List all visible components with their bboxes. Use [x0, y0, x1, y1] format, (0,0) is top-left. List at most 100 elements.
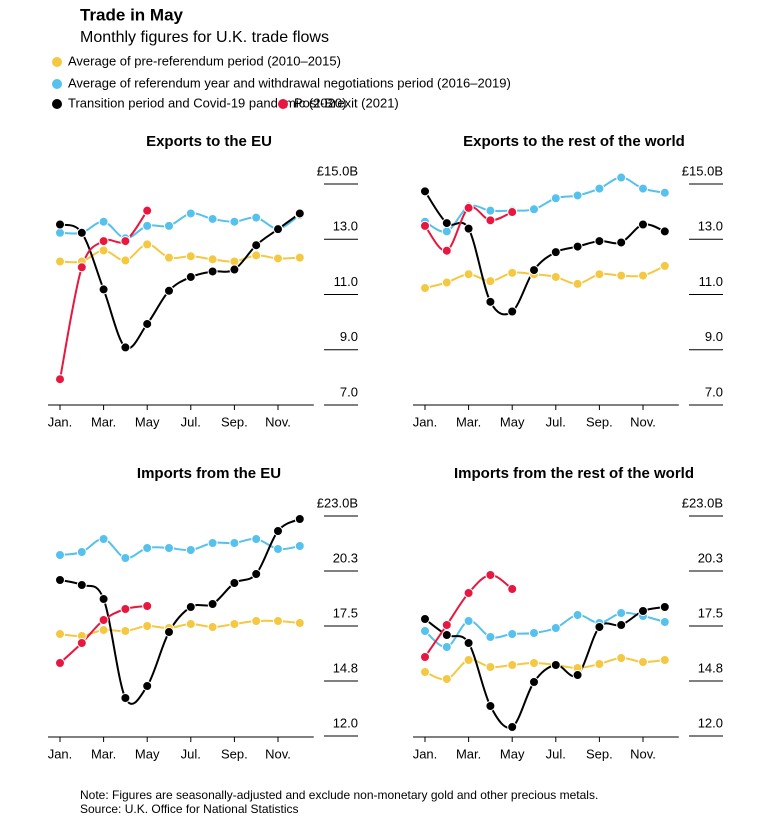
data-point — [185, 208, 196, 219]
data-point — [441, 277, 452, 288]
x-tick-label: Sep. — [221, 414, 248, 429]
y-tick-label: 11.0 — [699, 274, 723, 289]
series-line — [59, 518, 301, 705]
data-point — [120, 626, 131, 636]
data-point — [273, 253, 283, 264]
data-point — [55, 629, 65, 639]
data-point — [164, 252, 174, 263]
data-point — [142, 239, 153, 250]
data-point — [142, 543, 153, 553]
data-point — [441, 226, 452, 237]
data-point — [251, 534, 262, 544]
data-point — [441, 630, 452, 640]
data-point — [572, 241, 583, 252]
source: Source: U.K. Office for National Statist… — [80, 802, 299, 816]
x-tick-label: May — [135, 414, 160, 429]
data-point — [420, 626, 430, 636]
y-tick-label: 13.0 — [333, 219, 358, 234]
data-point — [659, 226, 670, 237]
series-line — [59, 537, 300, 560]
y-tick-label: 9.0 — [340, 329, 358, 344]
data-point — [594, 659, 605, 669]
data-point — [229, 538, 240, 548]
data-point — [98, 245, 109, 256]
data-point — [507, 722, 518, 732]
x-tick-label: Jul. — [546, 746, 566, 761]
data-point — [550, 660, 561, 670]
page-title: Trade in May — [80, 5, 184, 24]
y-tick-label: 17.5 — [698, 605, 723, 620]
x-tick-label: Mar. — [91, 746, 116, 761]
data-point — [463, 616, 474, 626]
data-point — [142, 220, 153, 231]
data-point — [616, 270, 627, 281]
x-tick-label: Jul. — [181, 414, 201, 429]
data-point — [55, 658, 65, 668]
data-point — [76, 638, 87, 648]
data-point — [164, 627, 174, 637]
data-point — [594, 236, 605, 247]
data-point — [294, 541, 305, 551]
data-point — [550, 623, 561, 633]
series-line — [424, 606, 665, 729]
data-point — [55, 219, 65, 230]
data-point — [420, 614, 430, 624]
series-line — [424, 611, 666, 649]
data-point — [616, 172, 627, 183]
data-point — [550, 193, 561, 204]
data-point — [142, 621, 153, 631]
data-point — [529, 628, 539, 638]
data-point — [207, 599, 218, 609]
y-tick-label: 14.8 — [698, 660, 723, 675]
x-tick-label: May — [135, 746, 160, 761]
data-point — [120, 553, 131, 563]
data-point — [441, 245, 452, 256]
data-point — [294, 618, 305, 628]
y-tick-label: 11.0 — [334, 274, 358, 289]
y-tick-label: 13.0 — [698, 219, 723, 234]
note: Note: Figures are seasonally-adjusted an… — [80, 788, 598, 802]
x-tick-label: Sep. — [586, 746, 613, 761]
data-point — [659, 602, 670, 612]
data-point — [572, 278, 583, 289]
data-point — [420, 220, 430, 231]
data-point — [616, 237, 627, 248]
series-line — [59, 212, 301, 240]
data-point — [185, 602, 196, 612]
data-point — [229, 216, 240, 227]
data-point — [507, 660, 518, 670]
data-point — [485, 570, 496, 580]
data-point — [207, 213, 218, 224]
x-tick-label: Nov. — [630, 414, 656, 429]
data-point — [142, 318, 153, 329]
data-point — [550, 271, 561, 282]
data-point — [463, 638, 474, 648]
data-point — [164, 543, 174, 553]
data-point — [594, 269, 605, 280]
data-point — [420, 186, 430, 197]
data-point — [616, 653, 627, 663]
data-point — [142, 205, 153, 216]
data-point — [594, 622, 605, 632]
data-point — [594, 183, 605, 194]
data-point — [529, 204, 539, 215]
legend-swatch — [278, 99, 288, 109]
x-tick-label: Nov. — [630, 746, 656, 761]
data-point — [420, 283, 430, 294]
data-point — [273, 224, 283, 235]
data-point — [420, 652, 430, 662]
data-point — [207, 622, 218, 632]
data-point — [207, 538, 218, 548]
data-point — [507, 267, 518, 278]
data-point — [273, 526, 283, 536]
x-tick-label: Sep. — [586, 414, 613, 429]
y-tick-label: £23.0B — [317, 495, 358, 510]
data-point — [76, 547, 87, 557]
legend-label: Post-Brexit (2021) — [294, 95, 399, 110]
data-point — [507, 584, 518, 594]
data-point — [55, 550, 65, 560]
series-line — [59, 243, 300, 264]
data-point — [294, 208, 305, 219]
data-point — [76, 262, 87, 273]
y-tick-label: 14.8 — [333, 660, 358, 675]
